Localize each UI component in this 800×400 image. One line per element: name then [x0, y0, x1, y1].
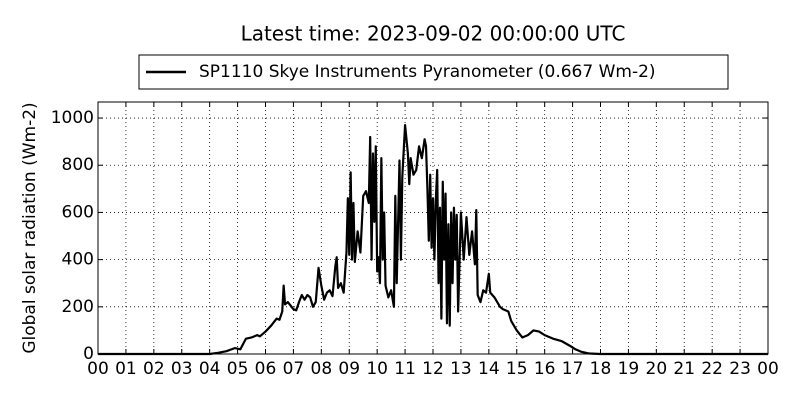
- y-axis-label: Global solar radiation (Wm-2): [20, 102, 40, 353]
- x-tick-label: 19: [618, 359, 640, 379]
- legend-label: SP1110 Skye Instruments Pyranometer (0.6…: [199, 62, 656, 82]
- data-line: [98, 124, 768, 356]
- x-tick-label: 09: [338, 359, 360, 379]
- x-tick-label: 17: [562, 359, 584, 379]
- y-tick-label: 600: [62, 202, 94, 222]
- plot-frame: [97, 101, 769, 355]
- x-tick-label: 13: [450, 359, 472, 379]
- x-tick-label: 14: [478, 359, 500, 379]
- x-tick-label: 11: [394, 359, 416, 379]
- legend: [138, 54, 729, 90]
- x-tick-label: 18: [590, 359, 612, 379]
- x-tick-label: 02: [143, 359, 165, 379]
- y-tick-label: 1000: [51, 108, 94, 128]
- x-tick-label: 10: [366, 359, 388, 379]
- x-tick-label: 04: [199, 359, 221, 379]
- x-tick-label: 23: [729, 359, 751, 379]
- x-tick-label: 07: [283, 359, 305, 379]
- x-tick-label: 21: [673, 359, 695, 379]
- x-tick-label: 00: [757, 359, 779, 379]
- x-tick-label: 20: [646, 359, 668, 379]
- x-tick-label: 00: [87, 359, 109, 379]
- y-tick-label: 400: [62, 250, 94, 270]
- x-tick-label: 15: [506, 359, 528, 379]
- y-tick-label: 0: [83, 344, 94, 364]
- x-tick-label: 05: [227, 359, 249, 379]
- x-tick-label: 08: [311, 359, 333, 379]
- x-tick-label: 06: [255, 359, 277, 379]
- y-tick-label: 800: [62, 155, 94, 175]
- chart-title: Latest time: 2023-09-02 00:00:00 UTC: [241, 22, 626, 46]
- x-tick-label: 16: [534, 359, 556, 379]
- x-tick-label: 01: [115, 359, 137, 379]
- x-tick-label: 12: [422, 359, 444, 379]
- y-tick-label: 200: [62, 297, 94, 317]
- x-tick-label: 03: [171, 359, 193, 379]
- x-tick-label: 22: [701, 359, 723, 379]
